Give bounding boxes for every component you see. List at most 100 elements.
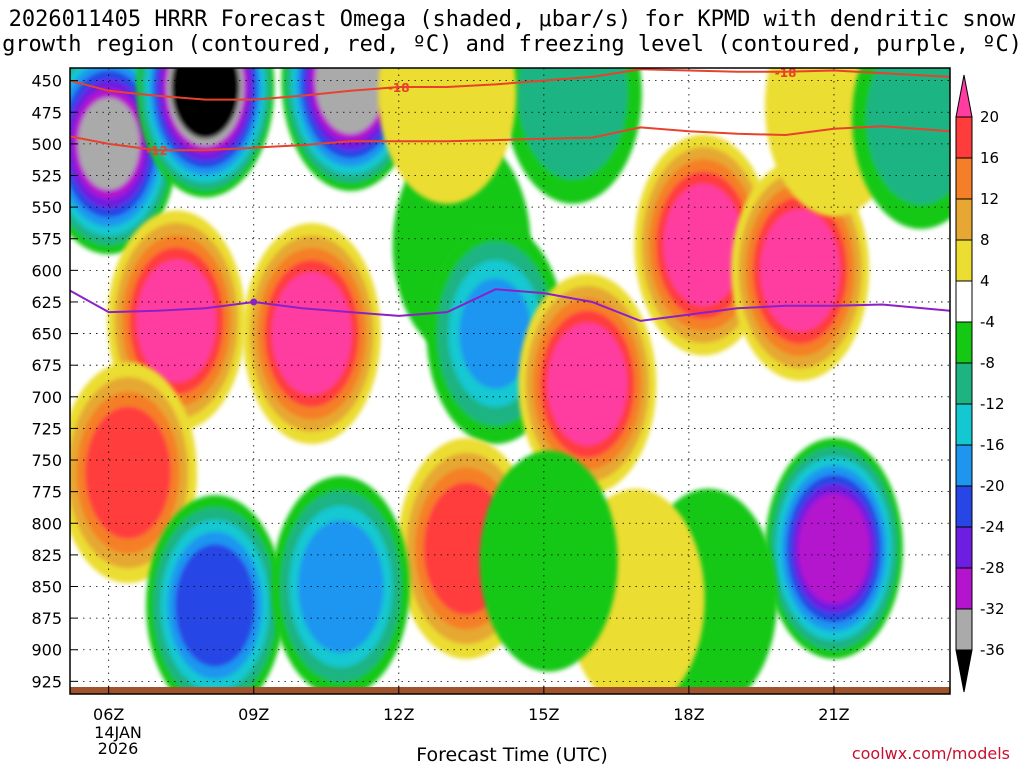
omega-band (533, 68, 613, 155)
x-tick-label: 12Z (383, 705, 414, 724)
y-tick-label: 800 (31, 514, 62, 533)
colorbar-label: 16 (980, 149, 999, 167)
omega-center (518, 273, 657, 495)
colorbar-segment (955, 608, 973, 651)
colorbar-segment (955, 116, 973, 159)
x-tick-label: 21Z (818, 705, 849, 724)
omega-center (764, 438, 903, 659)
y-tick-label: 500 (31, 135, 62, 154)
omega-band (93, 421, 163, 525)
date-label-day: 14JAN (94, 723, 142, 742)
omega-center (852, 68, 950, 229)
plot-frame (69, 67, 951, 695)
omega-band (459, 278, 532, 389)
ground-strip (70, 687, 950, 694)
date-label-year: 2026 (98, 739, 139, 758)
chart-title-line-2: growth region (contoured, red, ºC) and f… (2, 32, 1022, 57)
colorbar-label: -32 (980, 600, 1005, 618)
y-tick-label: 850 (31, 578, 62, 597)
omega-band (881, 68, 950, 180)
colorbar-segment (955, 157, 973, 200)
source-credit[interactable]: coolwx.com/models (851, 744, 1010, 763)
colorbar-segment (955, 239, 973, 282)
colorbar-segment (955, 403, 973, 446)
colorbar-segment (955, 567, 973, 610)
omega-band (320, 68, 381, 126)
colorbar-segment (955, 280, 973, 323)
y-tick-label: 675 (31, 356, 62, 375)
colorbar-label: -8 (980, 354, 995, 372)
colorbar-label: -36 (980, 641, 1005, 659)
omega-band (670, 195, 736, 295)
colorbar-label: -28 (980, 559, 1005, 577)
colorbar-label: 12 (980, 190, 999, 208)
omega-band (803, 502, 865, 595)
omega-band (554, 335, 620, 434)
y-tick-label: 750 (31, 451, 62, 470)
colorbar-segment (955, 198, 973, 241)
colorbar: 20 16 12 8 4 -4 -8 -12 -16 -20 -24 -28 -32 -36 (955, 74, 1005, 693)
omega-band (501, 487, 596, 635)
x-tick-label: 06Z (93, 705, 124, 724)
omega-band (175, 68, 236, 132)
x-axis-label: Forecast Time (UTC) (416, 744, 608, 766)
y-tick-label: 575 (31, 230, 62, 249)
x-tick-label: 15Z (528, 705, 559, 724)
freezing-level-marker (250, 298, 258, 306)
y-tick-label: 725 (31, 419, 62, 438)
y-tick-label: 475 (31, 103, 62, 122)
omega-band (767, 221, 833, 320)
x-tick-label: 09Z (238, 705, 269, 724)
colorbar-segment (955, 321, 973, 364)
omega-center (731, 159, 870, 381)
y-axis: 450 475 500 525 550 575 600 625 650 675 700 725 750 7… (31, 72, 78, 691)
ground-bar (70, 687, 950, 694)
omega-center (503, 68, 642, 204)
colorbar-label: -16 (980, 436, 1005, 454)
dgz-contour-label: -18 (388, 81, 410, 95)
y-tick-label: 600 (31, 261, 62, 280)
omega-band (306, 534, 375, 639)
colorbar-label: -12 (980, 395, 1005, 413)
omega-band (182, 556, 248, 655)
omega-center (70, 362, 198, 584)
colorbar-label: -24 (980, 518, 1005, 536)
x-axis: 14JAN 2026 06Z 09Z 12Z 15Z 18Z 21Z (93, 686, 850, 758)
dgz-contour-label: -12 (146, 144, 168, 158)
dgz-contour-label: -18 (775, 66, 797, 80)
y-tick-label: 650 (31, 325, 62, 344)
y-tick-label: 550 (31, 198, 62, 217)
y-tick-label: 875 (31, 609, 62, 628)
chart-title-line-1: 2026011405 HRRR Forecast Omega (shaded, … (8, 7, 1016, 32)
y-tick-label: 625 (31, 293, 62, 312)
colorbar-label: -20 (980, 477, 1005, 495)
omega-center (479, 450, 618, 672)
colorbar-label: 8 (980, 231, 990, 249)
freezing-level-line (70, 288, 950, 322)
omega-field (70, 68, 950, 694)
dgz-contour-line (70, 68, 950, 101)
colorbar-segment (955, 526, 973, 569)
omega-center (271, 476, 410, 694)
y-tick-label: 450 (31, 72, 62, 91)
y-tick-label: 900 (31, 641, 62, 660)
omega-center (146, 495, 285, 694)
contours: -18 -18 -12 (70, 66, 950, 322)
colorbar-segment (955, 485, 973, 528)
colorbar-bottom-arrow (955, 649, 973, 693)
x-tick-label: 18Z (673, 705, 704, 724)
y-tick-label: 775 (31, 483, 62, 502)
y-tick-label: 925 (31, 672, 62, 691)
colorbar-segment (955, 444, 973, 487)
colorbar-label: -4 (980, 313, 995, 331)
grid-lines (70, 68, 950, 694)
colorbar-label: 20 (980, 108, 999, 126)
colorbar-label: 4 (980, 272, 990, 290)
y-tick-label: 525 (31, 166, 62, 185)
colorbar-top-arrow (955, 74, 973, 118)
dgz-contour-line (70, 125, 950, 152)
y-tick-label: 700 (31, 388, 62, 407)
omega-band (143, 271, 209, 370)
colorbar-segment (955, 362, 973, 405)
